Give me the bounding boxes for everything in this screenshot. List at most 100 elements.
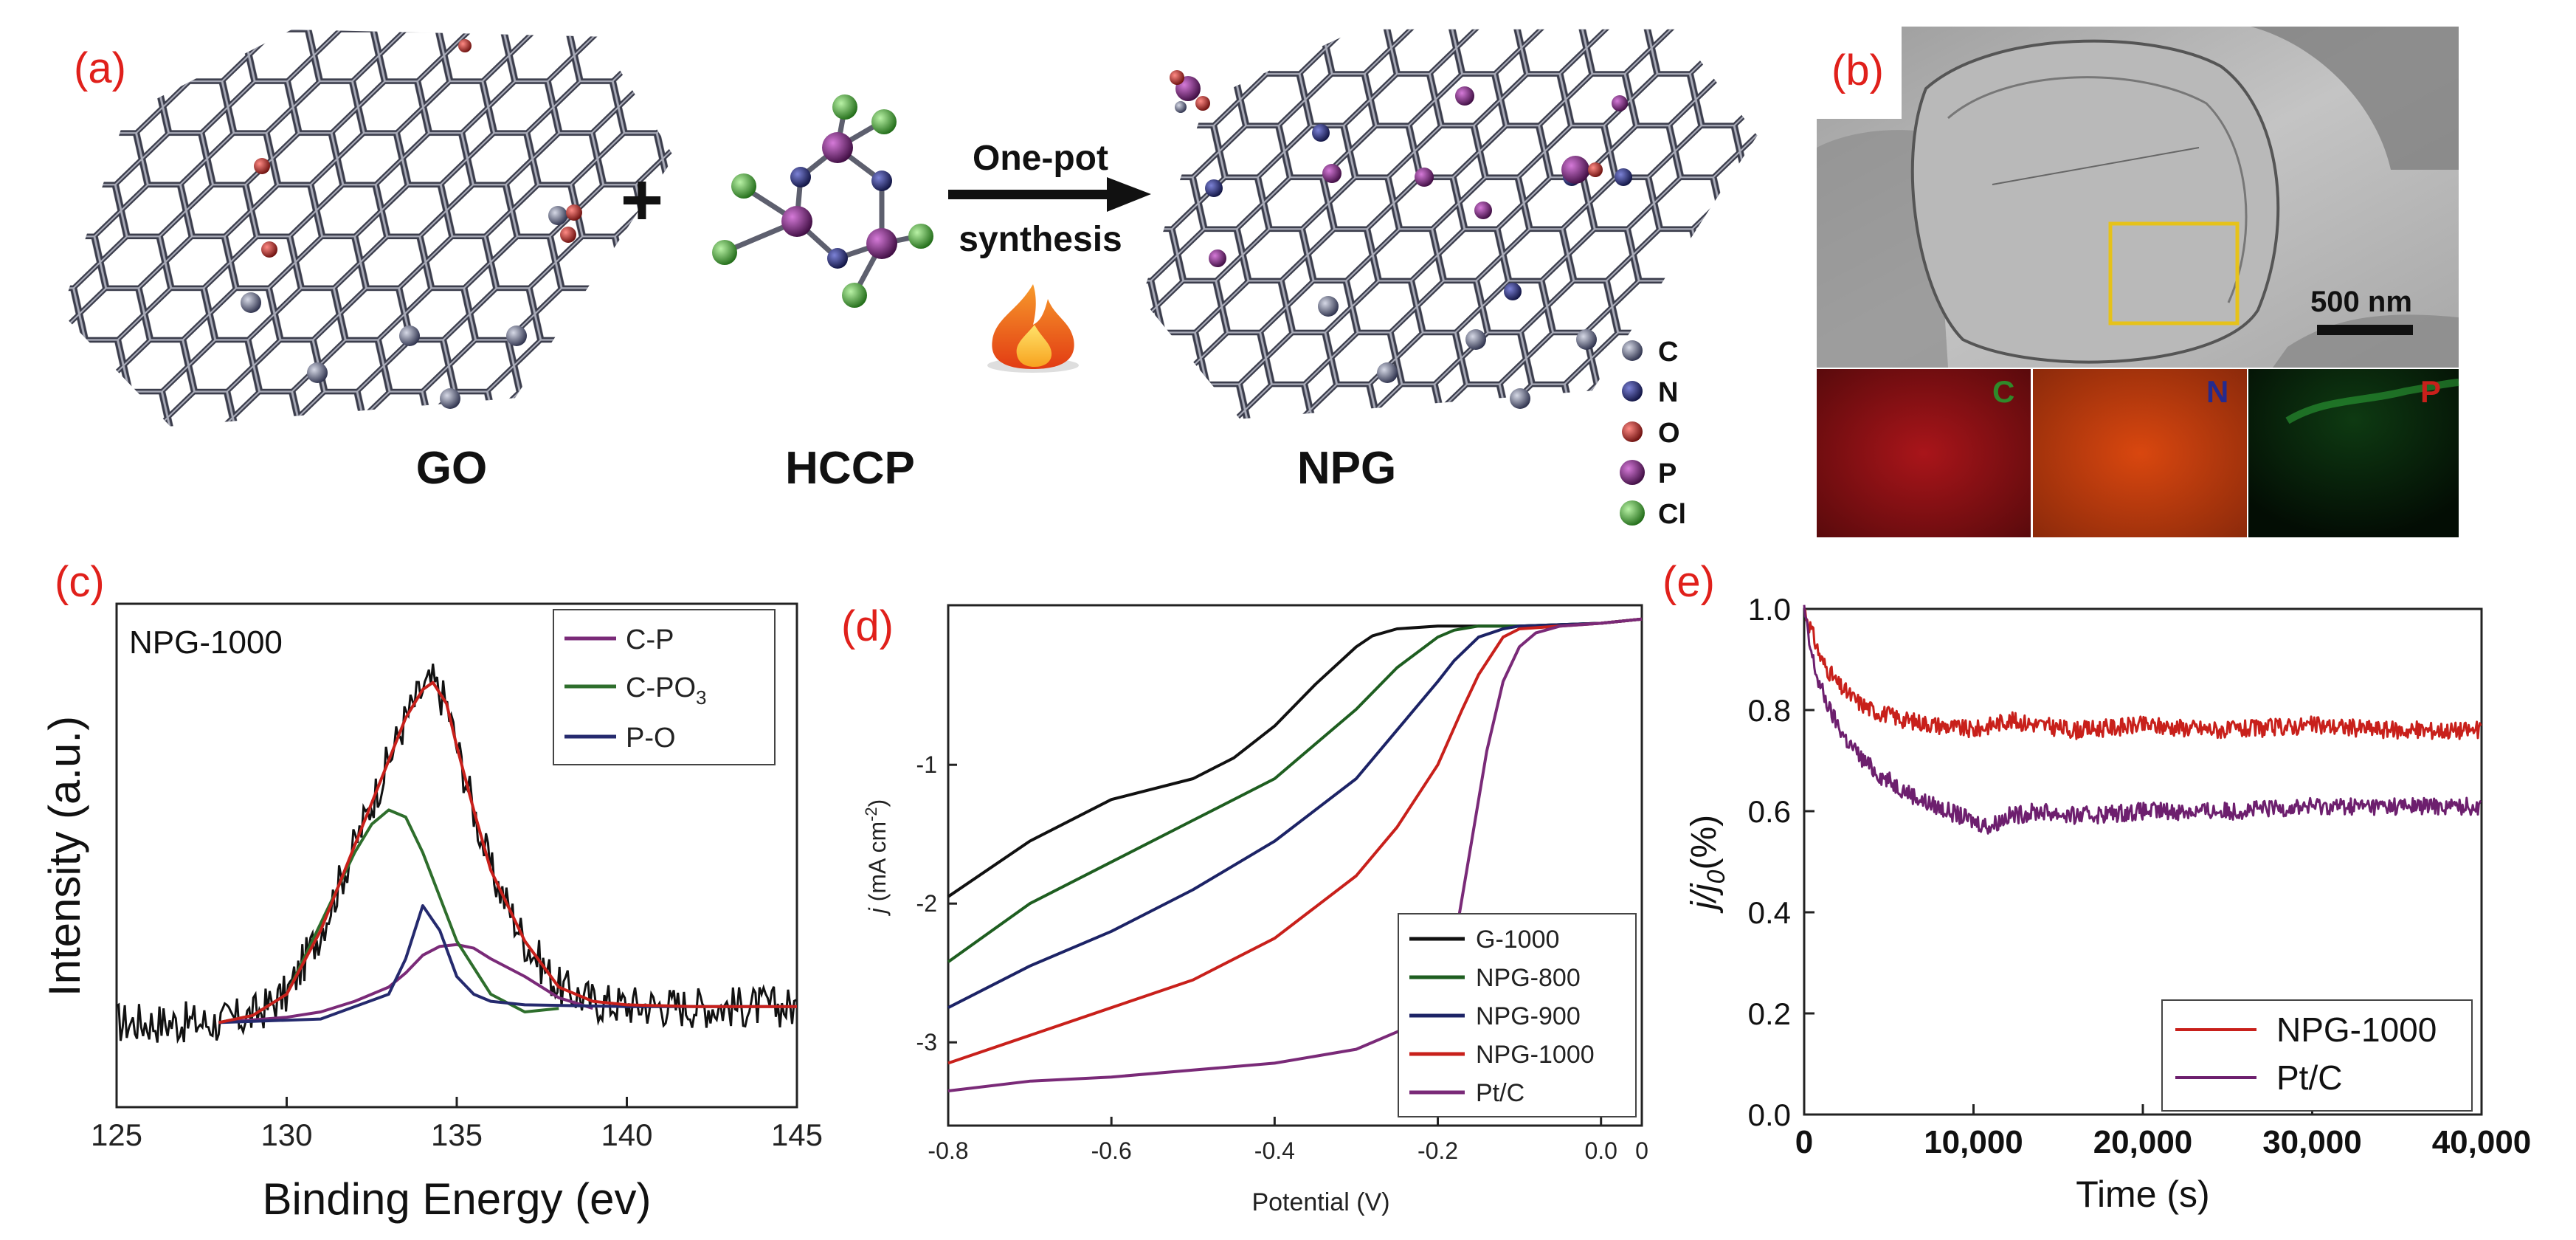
- chart-c-xtick-label: 145: [771, 1117, 823, 1152]
- svg-text:P: P: [1658, 458, 1677, 489]
- chart-c-annotation: NPG-1000: [129, 624, 283, 661]
- legend-c-po: P-O: [626, 723, 676, 754]
- chart-d-legend: G-1000 NPG-800 NPG-900 NPG-1000 Pt/C: [1398, 913, 1637, 1117]
- eds-map-n: [2033, 369, 2247, 537]
- svg-text:C: C: [1658, 337, 1678, 368]
- panel-b: (b) 500 nm C N P: [1817, 27, 2459, 537]
- legend-entry-p: P: [1620, 458, 1677, 489]
- arrow-text-line2: synthesis: [959, 220, 1122, 259]
- svg-text:N: N: [1658, 377, 1678, 408]
- go-graphene-sheet: [0, 30, 726, 427]
- npg-label: NPG: [1297, 443, 1396, 494]
- chart-d-xtick-label: -0.8: [928, 1137, 968, 1164]
- chart-e-legend: NPG-1000 Pt/C: [2161, 999, 2473, 1112]
- panel-a-label: (a): [74, 44, 126, 92]
- chart-c-xtick-label: 140: [601, 1117, 652, 1152]
- legend-e-entry: Pt/C: [2276, 1058, 2342, 1097]
- chart-c-xtick-label: 135: [431, 1117, 483, 1152]
- chart-d-ytick-label: -1: [916, 751, 937, 778]
- chart-c-series-c-po3: [218, 808, 559, 1024]
- element-legend: C N O P Cl: [1620, 337, 1686, 530]
- legend-d-entry: NPG-1000: [1476, 1041, 1595, 1069]
- chart-e-series-pt-c: [1803, 604, 2482, 835]
- chart-d-series-g-1000: [947, 617, 1643, 898]
- tem-features: [1817, 27, 2459, 368]
- flame-icon: [987, 284, 1079, 373]
- chart-e-ytick-label: 0.2: [1748, 996, 1791, 1031]
- chart-e-ytick-label: 1.0: [1748, 592, 1791, 627]
- chart-c-series-c-p: [218, 943, 593, 1024]
- go-atoms: [241, 39, 582, 409]
- chart-e-ytick-label: 0.6: [1748, 794, 1791, 829]
- chart-e-xtick-label: 10,000: [1924, 1124, 2023, 1160]
- go-label: GO: [416, 443, 487, 494]
- eds-label-n: N: [2206, 374, 2228, 409]
- legend-e-entry: NPG-1000: [2276, 1010, 2437, 1049]
- chart-c-xtick-label: 125: [91, 1117, 142, 1152]
- tem-label-box: [1817, 27, 1902, 119]
- chart-c-xticks: 125 130 135 140 145: [91, 1097, 823, 1152]
- svg-text:O: O: [1658, 418, 1680, 449]
- chart-e-ytick-label: 0.0: [1748, 1098, 1791, 1132]
- eds-map-c: [1817, 369, 2031, 537]
- chart-c-xtick-label: 130: [260, 1117, 312, 1152]
- chart-d-ticks: -0.8 -0.6 -0.4 -0.2 0.0 0 -1 -2 -3: [916, 751, 1648, 1164]
- chart-d-xtick-label: 0.0: [1584, 1137, 1617, 1164]
- panel-c-label: (c): [55, 558, 105, 606]
- chart-c-lines: [116, 664, 797, 1044]
- npg-atoms: [1170, 70, 1632, 409]
- panel-a: (a) GO +: [0, 29, 1800, 530]
- tem-scalebar: [2317, 325, 2413, 335]
- hccp-label: HCCP: [785, 443, 915, 494]
- panel-e: (e) j/j0(%) Time (s) 0 10,000 20,000 30,000…: [1662, 558, 2531, 1215]
- chart-e-ticks: 0 10,000 20,000 30,000 40,000 0.0 0.2 0.4 0.6 0.8…: [1748, 592, 2532, 1160]
- chart-d-ylabel: j (mA cm-2): [862, 799, 891, 917]
- panel-d: (d) j (mA cm-2) Potential (V) -0.8 -0.6 -0…: [841, 602, 1648, 1216]
- eds-map-p-signal: [2285, 379, 2459, 424]
- chart-d-xtick-label: 0: [1635, 1137, 1648, 1164]
- legend-d-entry: G-1000: [1476, 926, 1559, 954]
- chart-e-series-npg-1000: [1803, 608, 2482, 740]
- chart-c-legend: C-P C-PO3 P-O: [553, 609, 776, 765]
- chart-d-xtick-label: -0.2: [1418, 1137, 1458, 1164]
- chart-e-lines: [1803, 604, 2482, 835]
- legend-d-entry: NPG-800: [1476, 964, 1581, 992]
- chart-c-series-fit: [218, 681, 797, 1024]
- chart-d-xtick-label: -0.6: [1091, 1137, 1132, 1164]
- legend-entry-n: N: [1622, 377, 1678, 408]
- chart-e-ytick-label: 0.8: [1748, 693, 1791, 728]
- panel-c: (c) NPG-1000 Intensity (a.u.) Binding En…: [40, 558, 823, 1224]
- legend-c-cpo3: C-PO3: [626, 672, 706, 709]
- chart-d-series-pt-c: [947, 617, 1643, 1092]
- legend-entry-cl: Cl: [1620, 499, 1686, 530]
- chart-e-ylabel: j/j0(%): [1685, 815, 1730, 914]
- chart-d-series-npg-900: [947, 617, 1643, 1009]
- chart-d-lines: [947, 617, 1643, 1092]
- chart-d-frame: [947, 604, 1643, 1127]
- plus-sign: +: [621, 159, 663, 241]
- eds-label-c: C: [1992, 374, 2014, 409]
- panel-e-label: (e): [1662, 558, 1715, 606]
- svg-text:Cl: Cl: [1658, 499, 1686, 530]
- chart-c-xlabel: Binding Energy (ev): [263, 1174, 652, 1224]
- chart-d-series-npg-800: [947, 617, 1643, 963]
- panel-d-label: (d): [841, 602, 894, 650]
- chart-e-xtick-label: 0: [1795, 1124, 1813, 1160]
- chart-e-xtick-label: 30,000: [2262, 1124, 2362, 1160]
- chart-e-xlabel: Time (s): [2076, 1174, 2209, 1215]
- legend-d-entry: NPG-900: [1476, 1002, 1581, 1030]
- reaction-arrow: [948, 177, 1151, 212]
- legend-entry-o: O: [1622, 418, 1680, 449]
- legend-d-entry: Pt/C: [1476, 1079, 1524, 1107]
- legend-c-cp: C-P: [626, 624, 674, 655]
- chart-c-series-p-o: [218, 904, 797, 1024]
- chart-e-xtick-label: 40,000: [2432, 1124, 2532, 1160]
- chart-d-series-npg-1000: [947, 617, 1643, 1065]
- chart-d-ytick-label: -3: [916, 1029, 937, 1055]
- panel-b-label: (b): [1831, 46, 1884, 94]
- chart-e-ytick-label: 0.4: [1748, 895, 1791, 930]
- tem-selection-box: [2108, 221, 2240, 326]
- legend-entry-c: C: [1622, 337, 1678, 368]
- hccp-molecule: [712, 94, 933, 308]
- chart-d-xtick-label: -0.4: [1254, 1137, 1295, 1164]
